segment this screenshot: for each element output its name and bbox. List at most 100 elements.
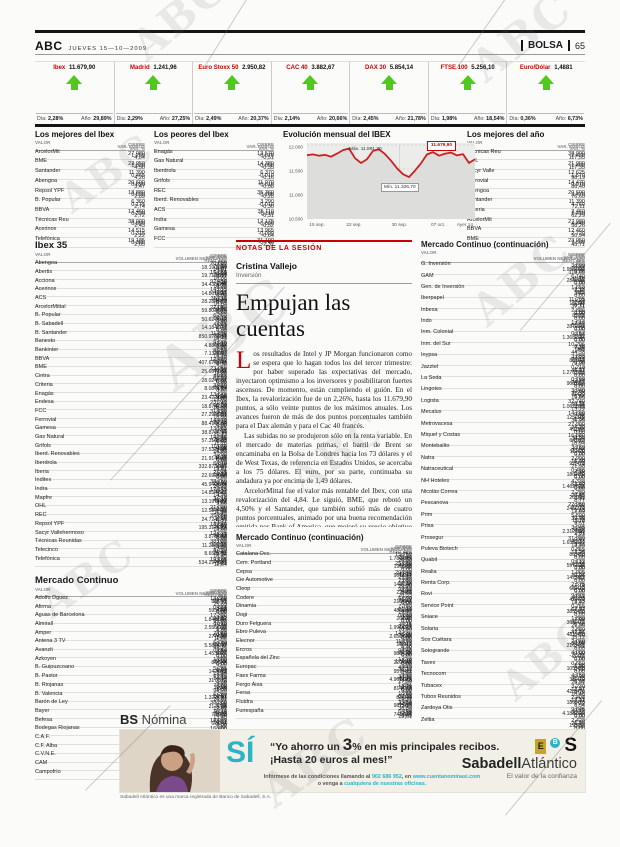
cell: 20.600	[210, 261, 227, 268]
cell: -0,45	[399, 622, 412, 629]
table-row: Natra 2.990 1,70 15,00 92.470 1,74 21,98	[421, 455, 585, 470]
cell: -19,52	[569, 265, 585, 272]
cell: 25,31	[571, 680, 585, 687]
cell: Enagás	[154, 148, 173, 155]
cell: 13.360	[210, 596, 227, 603]
cell: 0.330	[131, 211, 145, 218]
cell: 3,25	[574, 690, 585, 697]
cell: 14,81	[213, 266, 227, 273]
cell: Codere	[236, 594, 255, 601]
cell: 0,00	[574, 336, 585, 343]
cell: -6,58	[214, 650, 227, 657]
table-row: Ercros 0.648 0,00 -21,95 988.136 0,00 0,00	[236, 647, 412, 659]
cell: 0.199	[571, 376, 585, 383]
cell: 186.470	[566, 472, 585, 479]
cell: 10,94	[571, 440, 585, 447]
cell: 1.453.927	[204, 651, 227, 658]
table-header: VALOR CIERRE VAR. EUROS VAR. %	[467, 140, 585, 151]
cell: 18,03	[213, 449, 227, 456]
table-row: Indra 17.175 -0,52 16,27 14.854.523 3,55 14,76	[35, 486, 227, 499]
cell: 53,35	[571, 402, 585, 409]
cell: -42,86	[569, 630, 585, 637]
cell: 13,75	[398, 684, 412, 691]
worst-ibex-table: VALOR CIERRE VAR. EUROS VAR. % Enagás 13.570-…	[154, 140, 274, 248]
cell: 0,00	[401, 566, 412, 573]
cell: 13,22	[571, 406, 585, 413]
cell: 0,00	[401, 617, 412, 624]
cell: 5,32	[574, 701, 585, 708]
cell: 4,83	[401, 626, 412, 633]
table-row: Logista 32.740 0,52 53,35 1.062.586 4,73 13,22	[421, 398, 585, 413]
cell: 9.845	[571, 706, 585, 713]
cell: 6,45	[401, 713, 412, 720]
table-row: Zeltia 2.428 1,26 26,94 19.654 0,00 0,00	[421, 717, 585, 732]
cell: 24.724.146	[201, 516, 228, 523]
cell: 0,00	[401, 644, 412, 651]
cell: 86,40	[571, 184, 585, 191]
table-row: Almirall 9.130 1,56 72,36 2.555.331 1,40 8,85	[35, 621, 227, 634]
cell: 26.580	[396, 616, 412, 623]
cell: 0,75	[574, 708, 585, 715]
table-row: Antena 3 TV 6.780 0,74 63,98 5.586.292 1,77 42…	[35, 638, 227, 651]
efqm-badge-icon: E	[535, 739, 547, 754]
cell: 38.750	[210, 478, 227, 485]
up-arrow-icon	[145, 75, 162, 90]
cell: 5.590	[571, 513, 585, 520]
cell: 31,91	[213, 524, 227, 531]
cell: 245.276	[566, 506, 585, 513]
table-row: Inypsa 3.888 -2,22 24,19 85.966 0,00 73,98	[421, 352, 585, 368]
cell: 22.950	[568, 501, 585, 508]
ad-phone[interactable]: 902 686 952	[371, 774, 402, 780]
table-row: Funespaña 6.198 0,55 -0,23 741.936 6,45 13,61	[236, 708, 412, 720]
cell: 21,36	[571, 623, 585, 630]
ad-offices-link[interactable]: cualquiera de nuestras oficinas.	[344, 781, 427, 787]
table-row: Inm. Colonial 0.157 -0,58 -1,32 1.368.584 0,0…	[421, 329, 585, 344]
advertisement: BS Nómina BAL. nº 2-B-6/09 SÍ “Yo ahorro…	[35, 712, 585, 800]
cell: 0.855	[571, 547, 585, 554]
cell: 73,98	[571, 361, 585, 368]
ad-contact-info: Infórmese de las condiciones llamando al…	[263, 774, 481, 787]
cell: Amper	[35, 629, 52, 636]
cell: -0,64	[214, 427, 227, 434]
ibex35-table: VALOR CIERRE% VAR. VAR. AÑO VOLUMEN NEGOCIA…	[35, 252, 228, 568]
cell: 81,46	[398, 606, 412, 613]
cell: Ferrovial	[35, 416, 57, 423]
cell: 3,13	[574, 560, 585, 567]
cell: 6,64	[574, 393, 585, 400]
ibex35-title: Ibex 35	[35, 240, 68, 251]
masthead: ABC JUEVES 15—10—2009 BOLSA 65	[35, 37, 585, 55]
cell: 0,00	[401, 687, 412, 694]
cell: Acerinox	[35, 286, 57, 293]
best-ibex-title: Los mejores del Ibex	[35, 130, 115, 139]
column-header: VAR. AÑO	[563, 254, 585, 260]
table-row: Acciona 92.450 1,36 7,48 34.435.097 3,25 18,36	[35, 278, 227, 290]
cell: 0,00	[401, 652, 412, 659]
column-header: CIERRE	[394, 544, 412, 550]
table-row: Técnicas Reu 38.000 2.430 117,55	[467, 149, 585, 161]
cell: 4.440	[398, 665, 412, 672]
continuo-right-table: VALOR CIERRE% VAR. VAR. AÑO VOLUMEN NEGOCIA…	[421, 250, 585, 732]
cell: Service Point	[421, 602, 454, 609]
cell: 12,84	[213, 671, 227, 678]
cell: 5,84	[216, 300, 227, 307]
cell: 16,61	[213, 693, 227, 700]
cell: 1,87	[216, 549, 227, 556]
cell: 3,47	[216, 262, 227, 269]
ad-url[interactable]: www.cuentanominasi.com	[412, 774, 481, 780]
column-header: VAR. %	[258, 146, 274, 152]
cell: 20.600	[128, 180, 145, 187]
cell: 3,13	[574, 541, 585, 548]
cell: 2.886	[571, 308, 585, 315]
cell: 38.000	[568, 150, 585, 157]
cell: 12,61	[213, 411, 227, 418]
x-tick-label: Ayer 14	[456, 222, 473, 227]
cell: -0,35	[261, 164, 274, 171]
center-column: NOTAS DE LA SESIÓN Cristina Vallejo Inve…	[236, 240, 412, 780]
table-row: Cintra 8.460 1,81 62,38 28.024.581 0,95 0,00	[35, 373, 227, 386]
cell: Gen. de Inversión	[421, 283, 465, 290]
table-row: Solaria 2.880 -1,37 -42,86 481.470 0,00 35,12	[421, 626, 585, 641]
cell: 0,60	[574, 434, 585, 441]
cell: 195.317.228	[198, 525, 227, 532]
cell: 0.175	[131, 201, 145, 208]
index-name-value: Ibex 11.679,90	[53, 65, 96, 71]
